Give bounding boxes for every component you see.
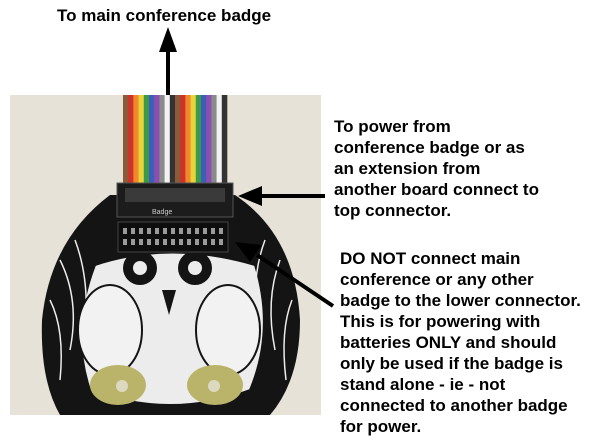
header-pin [219, 228, 223, 234]
header-pin [187, 228, 191, 234]
header-pin [147, 239, 151, 245]
header-pin [163, 239, 167, 245]
header-pin [155, 239, 159, 245]
header-pin [147, 228, 151, 234]
header-pin [203, 228, 207, 234]
header-pin [211, 239, 215, 245]
header-pin [187, 239, 191, 245]
header-pin [211, 228, 215, 234]
header-pin [131, 228, 135, 234]
ribbon-wire [149, 95, 155, 187]
ribbon-wire [143, 95, 150, 187]
ribbon-wire [185, 95, 191, 187]
owl-beak [162, 290, 176, 315]
header-pin [139, 228, 143, 234]
ribbon-wire [128, 95, 134, 187]
ribbon-wire [180, 95, 186, 187]
ribbon-wire [154, 95, 160, 187]
header-pin [219, 239, 223, 245]
ribbon-wire [123, 95, 129, 187]
lower-connector-pins [123, 228, 223, 245]
header-pin [131, 239, 135, 245]
header-pin [203, 239, 207, 245]
right-led [208, 380, 220, 392]
ribbon-wire [190, 95, 197, 187]
ribbon-wire [221, 95, 228, 187]
ribbon-wire [164, 95, 171, 187]
header-pin [123, 228, 127, 234]
header-pin [171, 228, 175, 234]
board-silkscreen-label: Badge [152, 209, 172, 216]
ribbon-wire [169, 95, 176, 187]
owl-right-wing [195, 284, 261, 376]
header-pin [139, 239, 143, 245]
left-led [116, 380, 128, 392]
ribbon-wire [195, 95, 202, 187]
header-pin [163, 228, 167, 234]
label-to-main-badge: To main conference badge [57, 6, 272, 25]
header-pin [155, 228, 159, 234]
ribbon-wire [211, 95, 217, 187]
label-lower-connector-warning: DO NOT connect main conference or any ot… [340, 249, 581, 436]
header-pin [195, 228, 199, 234]
lower-connector [117, 221, 229, 253]
owl-right-pupil [188, 261, 202, 275]
label-power-instructions: To power from conference badge or as an … [334, 117, 539, 220]
header-pin [195, 239, 199, 245]
top-connector-slot [125, 188, 225, 202]
ribbon-wire [138, 95, 145, 187]
header-pin [179, 228, 183, 234]
ribbon-wire [175, 95, 181, 187]
header-pin [171, 239, 175, 245]
owl-left-pupil [133, 261, 147, 275]
ribbon-wire [206, 95, 212, 187]
ribbon-wire [201, 95, 207, 187]
ribbon-wire [216, 95, 223, 187]
ribbon-wire [159, 95, 165, 187]
ribbon-wire [133, 95, 139, 187]
owl-left-wing [77, 284, 143, 376]
header-pin [179, 239, 183, 245]
header-pin [123, 239, 127, 245]
ribbon-cable [123, 95, 228, 187]
